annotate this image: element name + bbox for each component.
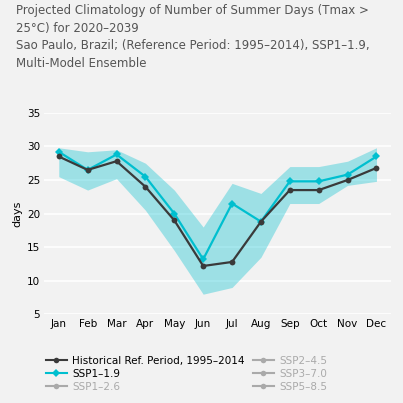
Text: Projected Climatology of Number of Summer Days (Tmax >
25°C) for 2020–2039
Sao P: Projected Climatology of Number of Summe…	[16, 4, 370, 70]
Legend: Historical Ref. Period, 1995–2014, SSP1–1.9, SSP1–2.6, SSP2–4.5, SSP3–7.0, SSP5–: Historical Ref. Period, 1995–2014, SSP1–…	[46, 356, 327, 392]
Y-axis label: days: days	[13, 200, 23, 227]
